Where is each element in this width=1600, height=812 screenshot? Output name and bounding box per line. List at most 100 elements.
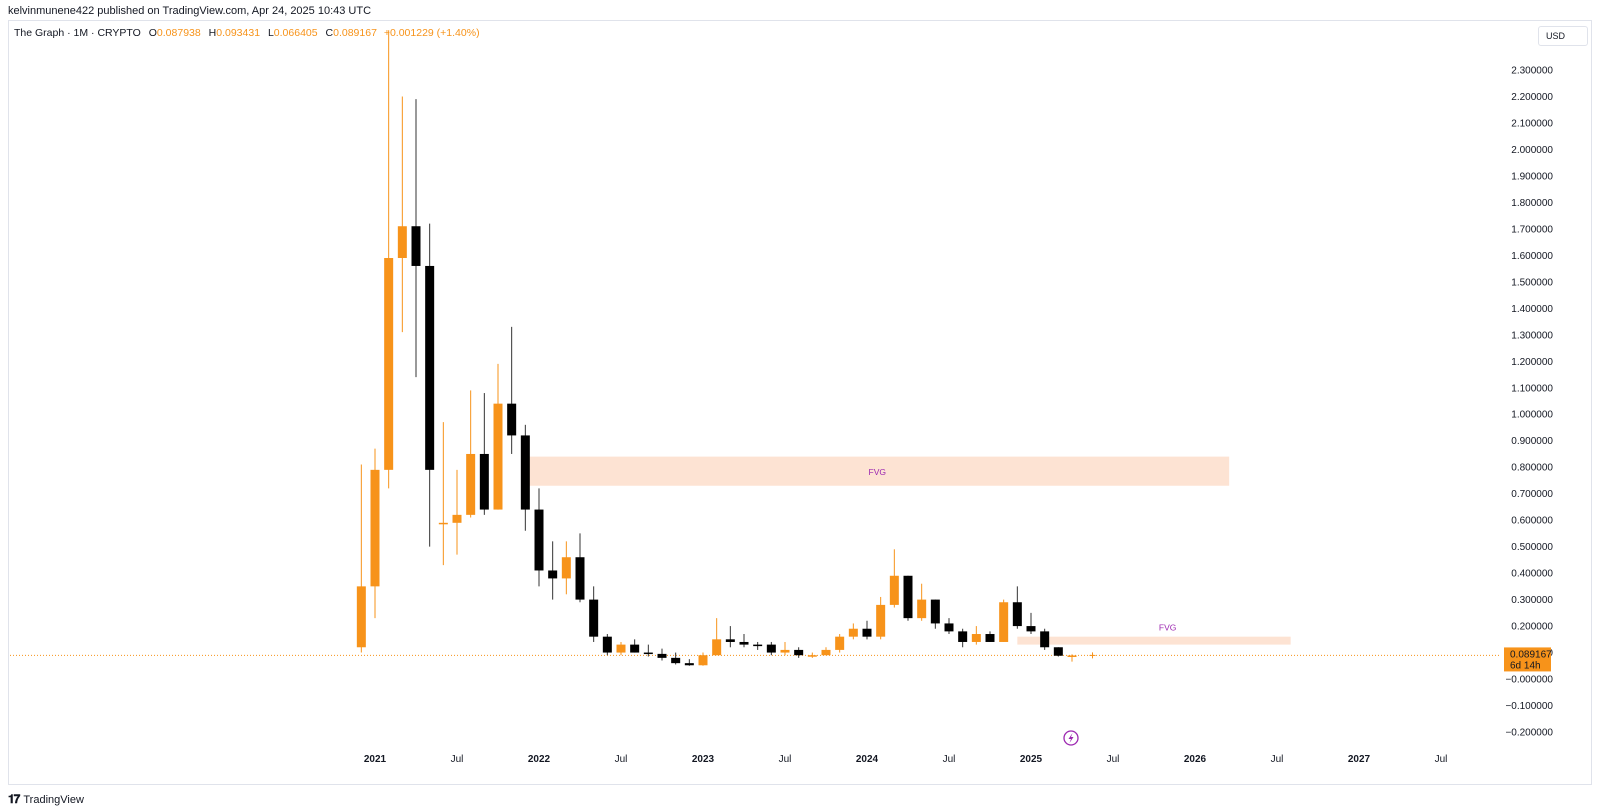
candle[interactable] <box>411 99 421 378</box>
candle[interactable] <box>698 652 708 666</box>
candle[interactable] <box>712 618 722 656</box>
candle-body <box>753 644 763 647</box>
y-tick-label: 1.400000 <box>1511 304 1553 315</box>
candle[interactable] <box>589 586 599 642</box>
candle[interactable] <box>507 326 517 454</box>
candle[interactable] <box>725 626 735 648</box>
footer-label: TradingView <box>23 793 84 806</box>
candle[interactable] <box>684 659 694 666</box>
fvg-zone[interactable] <box>1017 636 1291 645</box>
candle-body <box>384 258 394 470</box>
candle-body <box>1012 602 1022 627</box>
candle-body <box>903 575 913 619</box>
candle-body <box>766 644 776 653</box>
candle[interactable] <box>753 641 763 650</box>
candle[interactable] <box>821 647 831 656</box>
fvg-zone[interactable] <box>525 456 1230 486</box>
candle[interactable] <box>766 641 776 656</box>
candle[interactable] <box>889 549 899 608</box>
candle[interactable] <box>520 424 530 531</box>
lightning-icon[interactable] <box>1063 730 1079 746</box>
fvg-label: FVG <box>1159 623 1176 633</box>
candle[interactable] <box>479 393 489 515</box>
candle-body <box>958 631 968 642</box>
candle[interactable] <box>958 628 968 648</box>
candle[interactable] <box>903 575 913 621</box>
candle[interactable] <box>643 644 653 657</box>
candle-body <box>739 641 749 645</box>
open-value: 0.087938 <box>156 27 201 39</box>
candle-body <box>548 570 558 579</box>
y-tick-label: 1.900000 <box>1511 171 1553 182</box>
candle-body <box>848 628 858 637</box>
candle[interactable] <box>466 390 476 518</box>
candle[interactable] <box>561 541 571 595</box>
y-tick-label: −0.200000 <box>1505 728 1553 739</box>
candle[interactable] <box>794 647 804 658</box>
candle[interactable] <box>876 596 886 640</box>
candle[interactable] <box>575 533 585 603</box>
candle[interactable] <box>848 623 858 640</box>
y-tick-label: −0.100000 <box>1505 701 1553 712</box>
candle[interactable] <box>493 363 503 510</box>
candle[interactable] <box>985 631 995 642</box>
candle-body <box>944 623 954 632</box>
candle[interactable] <box>370 448 380 619</box>
low-value: 0.066405 <box>273 27 318 39</box>
candle[interactable] <box>1067 654 1077 662</box>
candle[interactable] <box>944 618 954 635</box>
candle[interactable] <box>671 652 681 665</box>
x-tick-label: Jul <box>1271 754 1284 765</box>
candle[interactable] <box>548 541 558 600</box>
candle[interactable] <box>616 641 626 656</box>
candle[interactable] <box>384 30 394 489</box>
candle[interactable] <box>807 652 817 658</box>
symbol-name[interactable]: The Graph · 1M · CRYPTO <box>14 27 141 39</box>
candle-body <box>602 636 612 653</box>
y-tick-label: 0.300000 <box>1511 595 1553 606</box>
y-tick-label: 1.800000 <box>1511 198 1553 209</box>
candle[interactable] <box>835 634 845 653</box>
candle-body <box>712 639 722 656</box>
candle[interactable] <box>1026 612 1036 635</box>
candle-body <box>698 655 708 666</box>
candle[interactable] <box>862 620 872 640</box>
x-tick-label: 2025 <box>1020 754 1043 765</box>
candle[interactable] <box>425 223 435 547</box>
candle-body <box>616 644 626 653</box>
candle[interactable] <box>630 639 640 653</box>
candle[interactable] <box>452 469 462 555</box>
candle-body <box>356 586 366 648</box>
candle[interactable] <box>1040 628 1050 650</box>
candle[interactable] <box>930 599 940 629</box>
candle-body <box>876 604 886 637</box>
y-tick-label: 2.200000 <box>1511 92 1553 103</box>
footer[interactable]: 𝟏𝟕 TradingView <box>8 792 84 807</box>
candle[interactable] <box>739 634 749 648</box>
candle[interactable] <box>397 96 407 333</box>
candle[interactable] <box>1012 586 1022 629</box>
candle-body <box>999 602 1009 642</box>
candle[interactable] <box>1053 647 1063 657</box>
candle[interactable] <box>917 583 927 621</box>
candle[interactable] <box>971 626 981 645</box>
candle-body <box>507 403 517 436</box>
candle[interactable] <box>602 634 612 656</box>
change-value: +0.001229 (+1.40%) <box>383 27 480 39</box>
high-label: H <box>208 27 217 39</box>
candle[interactable] <box>657 648 667 661</box>
candle-body <box>1053 647 1063 656</box>
candle-body <box>479 453 489 510</box>
candle[interactable] <box>534 488 544 587</box>
candle[interactable] <box>356 464 366 653</box>
open-label: O <box>148 27 157 39</box>
candle[interactable] <box>438 422 448 566</box>
candle[interactable] <box>780 641 790 656</box>
y-tick-label: 1.200000 <box>1511 357 1553 368</box>
y-tick-label: 2.100000 <box>1511 118 1553 129</box>
price-label-bg <box>1504 647 1551 672</box>
currency-button[interactable]: USD <box>1538 26 1588 46</box>
y-tick-label: 0.200000 <box>1511 622 1553 633</box>
candle[interactable] <box>999 599 1009 642</box>
